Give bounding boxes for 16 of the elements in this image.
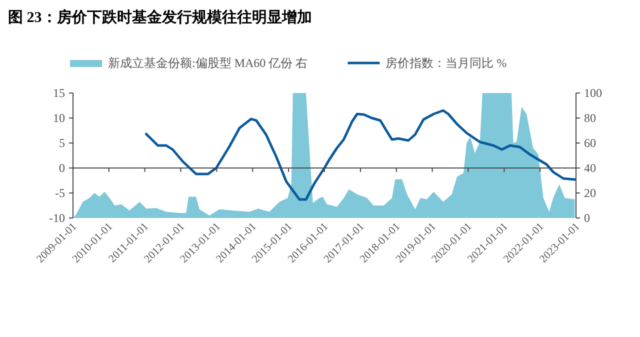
y2-tick-label: 20 [584, 186, 596, 200]
legend-label: 房价指数：当月同比 % [386, 56, 507, 70]
y-tick-label: 10 [53, 111, 65, 125]
y2-tick-label: 100 [584, 86, 602, 100]
y-tick-label: -10 [49, 211, 65, 225]
line-series [144, 109, 576, 201]
y-tick-label: 0 [59, 161, 65, 175]
y-tick-label: 5 [59, 136, 65, 150]
y-tick-label: 15 [53, 86, 65, 100]
y2-tick-label: 0 [584, 211, 590, 225]
chart-title: 图 23：房价下跌时基金发行规模往往明显增加 [8, 8, 312, 26]
y-tick-label: -5 [55, 186, 65, 200]
y2-tick-label: 40 [584, 161, 596, 175]
legend-label: 新成立基金份额:偏股型 MA60 亿份 右 [108, 56, 308, 70]
y2-tick-label: 60 [584, 136, 596, 150]
y2-tick-label: 80 [584, 111, 596, 125]
